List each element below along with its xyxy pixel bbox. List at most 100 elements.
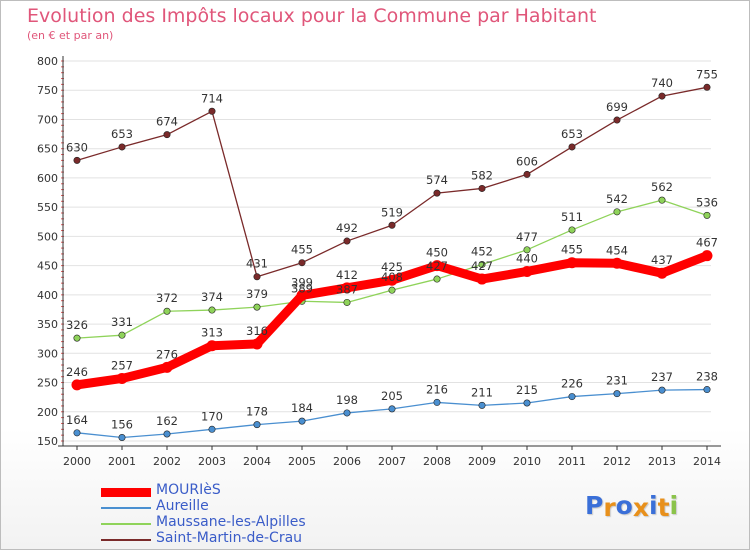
data-point	[71, 379, 83, 391]
logo-letter: x	[632, 493, 649, 522]
data-point	[613, 116, 621, 124]
y-tick-label: 250	[37, 377, 58, 390]
y-tick-label: 600	[37, 172, 58, 185]
data-label: 477	[516, 230, 538, 244]
data-label: 653	[111, 127, 133, 141]
y-tick-label: 650	[37, 143, 58, 156]
data-label: 467	[696, 236, 718, 250]
data-label: 427	[471, 259, 493, 273]
y-tick-label: 300	[37, 347, 58, 360]
logo-letter: o	[615, 491, 633, 520]
data-label: 372	[156, 291, 178, 305]
data-point	[341, 282, 353, 294]
logo-letter: P	[585, 491, 604, 520]
data-label: 326	[66, 318, 88, 332]
data-point	[163, 307, 171, 315]
x-tick-label: 2000	[63, 455, 91, 468]
data-point	[613, 390, 621, 398]
x-tick-label: 2003	[198, 455, 226, 468]
y-tick-label: 150	[37, 435, 58, 448]
y-tick-label: 450	[37, 260, 58, 273]
data-label: 215	[516, 383, 538, 397]
legend-swatch	[101, 523, 151, 525]
data-label: 156	[111, 417, 133, 431]
x-tick-label: 2006	[333, 455, 361, 468]
data-label: 653	[561, 127, 583, 141]
data-point	[208, 306, 216, 314]
data-point	[658, 386, 666, 394]
data-label: 170	[201, 409, 223, 423]
data-point	[478, 401, 486, 409]
data-point	[658, 92, 666, 100]
data-label: 184	[291, 401, 313, 415]
data-point	[253, 303, 261, 311]
legend-label: Aureille	[156, 498, 209, 514]
data-label: 606	[516, 154, 538, 168]
data-label: 630	[66, 140, 88, 154]
data-point	[163, 430, 171, 438]
data-label: 331	[111, 315, 133, 329]
data-point	[73, 429, 81, 437]
data-point	[298, 259, 306, 267]
data-label: 399	[291, 275, 313, 289]
data-point	[476, 273, 488, 285]
data-label: 574	[426, 173, 448, 187]
x-tick-label: 2013	[648, 455, 676, 468]
data-label: 425	[381, 260, 403, 274]
data-label: 455	[291, 243, 313, 257]
legend-item: MOURIèS	[101, 482, 401, 500]
data-point	[433, 189, 441, 197]
data-label: 536	[696, 195, 718, 209]
data-point	[568, 226, 576, 234]
data-point	[521, 265, 533, 277]
axes: 150 200 250 300 350 400 450 500 550 600 650 700 750 8…	[37, 55, 721, 468]
x-tick-label: 2012	[603, 455, 631, 468]
data-point	[298, 417, 306, 425]
data-point	[433, 398, 441, 406]
data-point	[386, 274, 398, 286]
data-point	[253, 421, 261, 429]
data-point	[703, 386, 711, 394]
data-point	[343, 298, 351, 306]
x-tick-label: 2010	[513, 455, 541, 468]
data-point	[343, 409, 351, 417]
data-point	[478, 260, 486, 268]
x-tick-label: 2005	[288, 455, 316, 468]
chart-subtitle: (en € et par an)	[27, 29, 114, 42]
data-point	[388, 286, 396, 294]
data-label: 542	[606, 192, 628, 206]
data-point	[568, 143, 576, 151]
data-label: 205	[381, 389, 403, 403]
data-point	[251, 338, 263, 350]
data-point	[388, 405, 396, 413]
data-point	[431, 260, 443, 272]
data-label: 519	[381, 205, 403, 219]
data-label: 437	[651, 253, 673, 267]
data-label: 231	[606, 374, 628, 388]
logo-letter: i	[669, 491, 679, 520]
data-point	[163, 131, 171, 139]
data-point	[208, 425, 216, 433]
x-tick-label: 2011	[558, 455, 586, 468]
data-label: 162	[156, 414, 178, 428]
chart-title: Evolution des Impôts locaux pour la Comm…	[27, 5, 597, 27]
data-label: 492	[336, 221, 358, 235]
data-label: 374	[201, 290, 223, 304]
data-label: 431	[246, 257, 268, 271]
data-label: 714	[201, 91, 223, 105]
data-point	[208, 107, 216, 115]
data-label: 211	[471, 385, 493, 399]
data-label: 379	[246, 287, 268, 301]
data-label: 455	[561, 243, 583, 257]
y-tick-label: 550	[37, 201, 58, 214]
data-point	[118, 433, 126, 441]
x-tick-label: 2008	[423, 455, 451, 468]
legend-swatch	[101, 507, 151, 509]
logo-letter: r	[603, 493, 616, 522]
x-tick-label: 2004	[243, 455, 271, 468]
data-label: 216	[426, 382, 448, 396]
data-label: 316	[246, 324, 268, 338]
